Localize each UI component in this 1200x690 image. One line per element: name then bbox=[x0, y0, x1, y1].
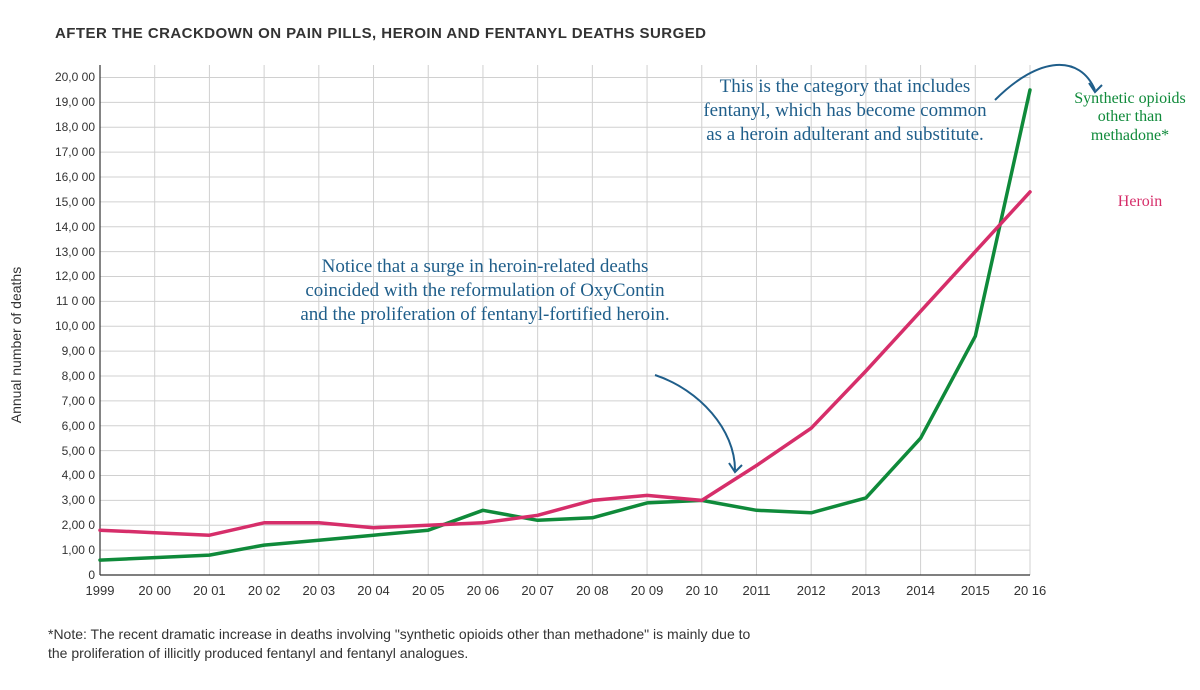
x-tick: 20 03 bbox=[303, 583, 336, 598]
line-heroin bbox=[100, 192, 1030, 535]
x-tick: 20 04 bbox=[357, 583, 390, 598]
x-tick: 20 10 bbox=[685, 583, 718, 598]
x-tick: 2011 bbox=[742, 583, 770, 598]
x-tick: 20 00 bbox=[138, 583, 171, 598]
x-tick: 2015 bbox=[961, 583, 990, 598]
annotation-fentanyl: This is the category that includes fenta… bbox=[700, 75, 990, 146]
x-tick: 2014 bbox=[906, 583, 935, 598]
footnote: *Note: The recent dramatic increase in d… bbox=[48, 625, 750, 663]
y-tick: 0 bbox=[40, 568, 95, 582]
y-tick: 3,00 0 bbox=[40, 493, 95, 507]
y-tick: 11 0 00 bbox=[40, 294, 95, 308]
y-tick: 1,00 0 bbox=[40, 543, 95, 557]
x-tick: 20 09 bbox=[631, 583, 664, 598]
series-label-synthetic: Synthetic opioids other than methadone* bbox=[1065, 90, 1195, 145]
x-tick: 2013 bbox=[851, 583, 880, 598]
chart-container: AFTER THE CRACKDOWN ON PAIN PILLS, HEROI… bbox=[0, 0, 1200, 690]
x-tick: 20 01 bbox=[193, 583, 226, 598]
footnote-line-1: *Note: The recent dramatic increase in d… bbox=[48, 626, 750, 642]
y-tick: 7,00 0 bbox=[40, 394, 95, 408]
y-tick: 5,00 0 bbox=[40, 444, 95, 458]
x-tick: 20 05 bbox=[412, 583, 445, 598]
annotation-heroin-surge: Notice that a surge in heroin-related de… bbox=[290, 255, 680, 326]
series-label-heroin: Heroin bbox=[1100, 193, 1180, 211]
y-tick: 16,0 00 bbox=[40, 170, 95, 184]
x-tick: 20 06 bbox=[467, 583, 500, 598]
y-tick: 10,0 00 bbox=[40, 319, 95, 333]
y-tick: 2,00 0 bbox=[40, 518, 95, 532]
y-tick: 8,00 0 bbox=[40, 369, 95, 383]
y-tick: 12,0 00 bbox=[40, 269, 95, 283]
x-tick: 20 16 bbox=[1014, 583, 1047, 598]
y-tick: 13,0 00 bbox=[40, 245, 95, 259]
y-tick: 14,0 00 bbox=[40, 220, 95, 234]
y-tick: 19,0 00 bbox=[40, 95, 95, 109]
y-tick: 20,0 00 bbox=[40, 70, 95, 84]
y-tick: 9,00 0 bbox=[40, 344, 95, 358]
y-tick: 17,0 00 bbox=[40, 145, 95, 159]
footnote-line-2: the proliferation of illicitly produced … bbox=[48, 645, 468, 661]
y-tick: 6,00 0 bbox=[40, 419, 95, 433]
x-tick: 20 02 bbox=[248, 583, 281, 598]
x-tick: 2012 bbox=[797, 583, 826, 598]
y-tick: 15,0 00 bbox=[40, 195, 95, 209]
x-tick: 1999 bbox=[86, 583, 115, 598]
x-tick: 20 07 bbox=[521, 583, 554, 598]
x-tick: 20 08 bbox=[576, 583, 609, 598]
y-tick: 4,00 0 bbox=[40, 468, 95, 482]
y-tick: 18,0 00 bbox=[40, 120, 95, 134]
